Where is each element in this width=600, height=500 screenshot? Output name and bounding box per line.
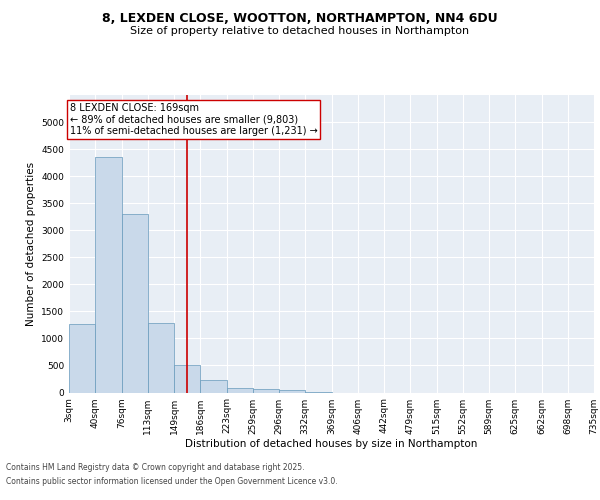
Text: Size of property relative to detached houses in Northampton: Size of property relative to detached ho… bbox=[130, 26, 470, 36]
X-axis label: Distribution of detached houses by size in Northampton: Distribution of detached houses by size … bbox=[185, 440, 478, 450]
Bar bbox=[174, 366, 200, 392]
Y-axis label: Number of detached properties: Number of detached properties bbox=[26, 162, 35, 326]
Bar bbox=[279, 390, 305, 392]
Text: 8, LEXDEN CLOSE, WOOTTON, NORTHAMPTON, NN4 6DU: 8, LEXDEN CLOSE, WOOTTON, NORTHAMPTON, N… bbox=[102, 12, 498, 26]
Bar bbox=[148, 322, 174, 392]
Bar bbox=[121, 214, 148, 392]
Text: 8 LEXDEN CLOSE: 169sqm
← 89% of detached houses are smaller (9,803)
11% of semi-: 8 LEXDEN CLOSE: 169sqm ← 89% of detached… bbox=[70, 103, 317, 136]
Text: Contains public sector information licensed under the Open Government Licence v3: Contains public sector information licen… bbox=[6, 477, 338, 486]
Text: Contains HM Land Registry data © Crown copyright and database right 2025.: Contains HM Land Registry data © Crown c… bbox=[6, 464, 305, 472]
Bar bbox=[253, 390, 279, 392]
Bar bbox=[200, 380, 227, 392]
Bar bbox=[69, 324, 95, 392]
Bar bbox=[95, 157, 121, 392]
Bar bbox=[227, 388, 253, 392]
